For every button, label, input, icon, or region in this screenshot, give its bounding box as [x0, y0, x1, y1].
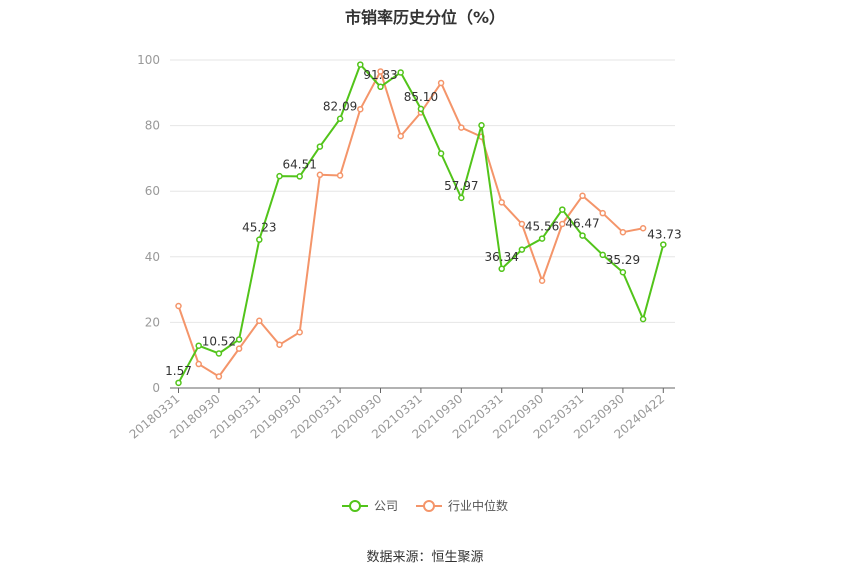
data-point: [377, 83, 384, 91]
data-point: [397, 132, 404, 140]
data-point: [458, 194, 465, 202]
data-point: [175, 379, 182, 387]
series-line: [177, 70, 644, 378]
data-point: [397, 69, 404, 76]
data-point: [437, 79, 445, 87]
data-label: 46.47: [565, 217, 599, 231]
data-point: [660, 241, 667, 248]
data-label: 43.73: [647, 228, 681, 242]
data-point: [518, 220, 526, 228]
data-point: [316, 143, 324, 150]
data-source: 数据来源：恒生聚源: [366, 550, 484, 565]
data-point: [195, 342, 202, 349]
data-label: 82.09: [323, 100, 357, 114]
data-point: [559, 206, 566, 213]
chart-title: 市销率历史分位（%）: [344, 8, 506, 27]
data-label: 85.10: [404, 90, 438, 104]
y-tick-label: 80: [145, 119, 160, 133]
data-point: [276, 341, 283, 348]
data-point: [437, 150, 445, 157]
legend-marker-company-icon: [341, 499, 368, 513]
data-point: [538, 277, 546, 284]
data-label: 57.97: [444, 179, 478, 193]
data-point: [235, 345, 243, 352]
data-point: [235, 336, 243, 343]
y-tick-label: 20: [145, 315, 160, 329]
data-point: [296, 328, 303, 336]
y-tick-label: 60: [145, 184, 160, 198]
data-point: [579, 192, 586, 200]
data-point: [316, 171, 324, 179]
data-label: 64.51: [283, 157, 317, 171]
data-label: 45.23: [242, 221, 276, 235]
data-label: 36.34: [485, 250, 519, 264]
data-point: [599, 209, 606, 217]
data-point: [518, 246, 526, 253]
data-point: [195, 360, 202, 368]
data-point: [417, 105, 425, 113]
data-point: [619, 228, 627, 236]
data-point: [296, 173, 303, 180]
data-point: [377, 68, 384, 75]
y-tick-label: 100: [137, 53, 160, 67]
data-point: [599, 251, 606, 259]
legend-item-industry[interactable]: 行业中位数: [416, 497, 508, 514]
data-point: [498, 199, 505, 206]
data-point: [559, 220, 566, 228]
data-point: [579, 232, 586, 239]
data-point: [256, 236, 263, 243]
data-point: [357, 105, 364, 113]
data-label: 45.56: [525, 220, 559, 234]
data-point: [357, 61, 364, 68]
data-label: 1.57: [165, 364, 192, 378]
chart-legend: 公司 行业中位数: [0, 497, 850, 514]
data-point: [619, 268, 627, 276]
data-label: 91.83: [363, 68, 397, 82]
data-point: [215, 373, 223, 380]
legend-label-company: 公司: [373, 499, 398, 513]
legend-marker-industry-icon: [416, 499, 442, 513]
data-point: [478, 122, 485, 129]
data-point: [336, 115, 344, 122]
data-point: [336, 172, 344, 179]
data-point: [538, 235, 546, 242]
data-point: [256, 317, 263, 325]
data-point: [276, 172, 283, 180]
y-tick-label: 40: [145, 250, 160, 264]
data-point: [498, 265, 505, 273]
data-label: 35.29: [606, 253, 640, 267]
data-point: [639, 315, 647, 323]
legend-label-industry: 行业中位数: [448, 499, 509, 513]
data-point: [175, 302, 182, 310]
y-tick-label: 0: [152, 381, 160, 395]
data-label: 10.52: [202, 334, 236, 348]
data-point: [458, 124, 465, 131]
data-point: [639, 225, 647, 232]
legend-item-company[interactable]: 公司: [341, 497, 398, 514]
data-point: [215, 350, 223, 357]
